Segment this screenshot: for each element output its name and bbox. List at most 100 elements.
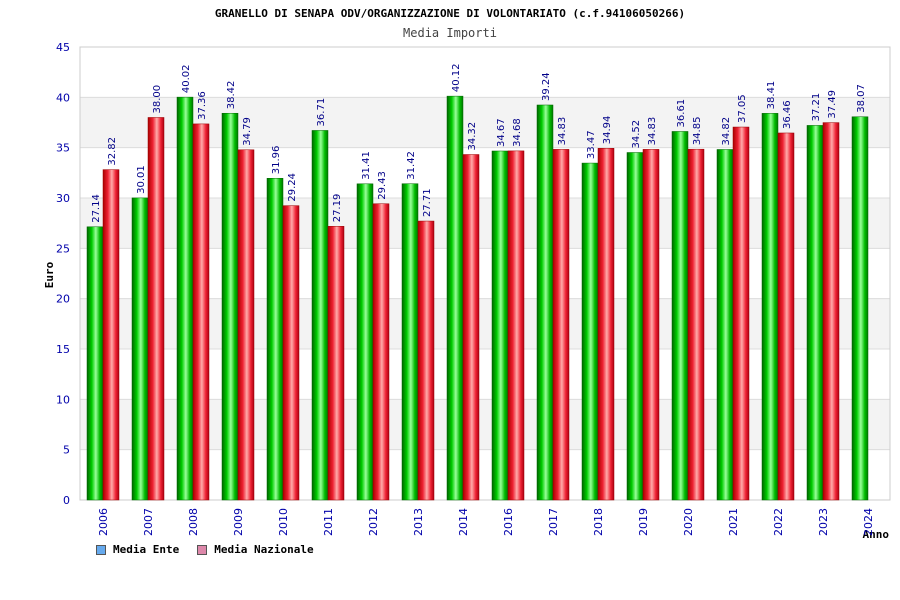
data-label: 33.47: [586, 130, 597, 159]
bar-media-nazionale: [147, 117, 165, 501]
bar-media-nazionale: [687, 148, 705, 501]
legend: Media Ente Media Nazionale: [96, 543, 314, 556]
bar-media-ente: [761, 113, 779, 501]
bar-media-nazionale: [732, 126, 750, 501]
data-label: 30.01: [136, 165, 147, 194]
bar-media-ente: [851, 116, 869, 501]
data-label: 37.05: [737, 94, 748, 123]
x-tick-label: 2010: [277, 508, 290, 536]
x-tick-label: 2009: [232, 508, 245, 536]
x-axis-label: Anno: [863, 528, 890, 541]
x-tick-label: 2022: [772, 508, 785, 536]
data-label: 34.85: [692, 117, 703, 146]
legend-item-media-nazionale: Media Nazionale: [197, 543, 314, 556]
data-label: 29.24: [287, 173, 298, 202]
x-tick-label: 2007: [142, 508, 155, 536]
grid-band: [80, 97, 890, 148]
bar-media-nazionale: [777, 132, 795, 501]
data-label: 34.68: [512, 118, 523, 147]
x-tick-label: 2023: [817, 508, 830, 536]
y-axis-label: Euro: [43, 261, 56, 288]
y-tick-label: 30: [56, 192, 70, 205]
bar-media-ente: [401, 183, 419, 501]
data-label: 31.42: [406, 151, 417, 180]
bar-media-ente: [356, 183, 374, 501]
x-tick-label: 2011: [322, 508, 335, 536]
bar-media-ente: [716, 149, 734, 501]
bar-media-ente: [446, 95, 464, 501]
y-tick-label: 40: [56, 91, 70, 104]
data-label: 34.83: [557, 117, 568, 146]
x-tick-label: 2020: [682, 508, 695, 536]
data-label: 27.14: [91, 194, 102, 223]
y-tick-label: 45: [56, 41, 70, 54]
bar-media-ente: [581, 162, 599, 501]
bar-media-nazionale: [417, 220, 435, 501]
bar-media-ente: [671, 131, 689, 501]
bar-media-ente: [266, 178, 284, 501]
x-tick-label: 2008: [187, 508, 200, 536]
y-tick-label: 25: [56, 242, 70, 255]
data-label: 36.61: [676, 99, 687, 128]
bar-media-ente: [491, 150, 509, 501]
bar-media-nazionale: [282, 205, 300, 501]
x-tick-label: 2024: [862, 508, 875, 536]
bar-media-nazionale: [102, 169, 120, 501]
data-label: 39.24: [541, 72, 552, 101]
data-label: 32.82: [107, 137, 118, 166]
bar-media-nazionale: [462, 154, 480, 501]
data-label: 38.41: [766, 81, 777, 110]
chart-title: GRANELLO DI SENAPA ODV/ORGANIZZAZIONE DI…: [215, 7, 685, 20]
legend-swatch-media-ente: [96, 544, 106, 555]
bar-media-nazionale: [192, 123, 210, 501]
data-label: 27.19: [332, 194, 343, 223]
bar-media-nazionale: [552, 149, 570, 501]
bar-media-nazionale: [237, 149, 255, 501]
data-label: 27.71: [422, 188, 433, 217]
bar-media-nazionale: [597, 148, 615, 501]
data-label: 37.36: [197, 91, 208, 120]
y-tick-label: 35: [56, 142, 70, 155]
bar-media-ente: [806, 125, 824, 501]
legend-swatch-media-nazionale: [197, 544, 208, 555]
data-label: 34.94: [602, 116, 613, 145]
bar-media-nazionale: [372, 203, 390, 501]
bar-media-nazionale: [327, 226, 345, 501]
data-label: 37.49: [827, 90, 838, 119]
data-label: 34.82: [721, 117, 732, 146]
chart-subtitle: Media Importi: [403, 26, 497, 40]
x-tick-label: 2013: [412, 508, 425, 536]
y-tick-label: 0: [63, 494, 70, 507]
data-label: 34.79: [242, 117, 253, 146]
data-label: 38.42: [226, 81, 237, 110]
data-label: 31.41: [361, 151, 372, 180]
x-tick-label: 2021: [727, 508, 740, 536]
data-label: 38.07: [856, 84, 867, 113]
data-label: 34.52: [631, 120, 642, 149]
grid-band: [80, 298, 890, 349]
bar-media-ente: [131, 197, 149, 501]
data-label: 29.43: [377, 171, 388, 200]
data-label: 34.83: [647, 117, 658, 146]
data-label: 34.32: [467, 122, 478, 151]
bar-media-nazionale: [507, 150, 525, 501]
y-tick-label: 20: [56, 293, 70, 306]
bar-media-ente: [176, 96, 194, 501]
grid-band: [80, 198, 890, 249]
x-tick-label: 2012: [367, 508, 380, 536]
x-tick-label: 2006: [97, 508, 110, 536]
data-label: 38.00: [152, 85, 163, 114]
data-label: 36.71: [316, 98, 327, 127]
bar-media-ente: [86, 226, 104, 501]
bar-media-ente: [311, 130, 329, 501]
x-tick-label: 2014: [457, 508, 470, 536]
data-label: 40.02: [181, 64, 192, 93]
plot-frame: [79, 46, 891, 501]
legend-label-media-ente: Media Ente: [113, 543, 180, 556]
bar-media-nazionale: [642, 149, 660, 501]
y-tick-label: 5: [63, 444, 70, 457]
x-tick-label: 2018: [592, 508, 605, 536]
x-tick-label: 2016: [502, 508, 515, 536]
